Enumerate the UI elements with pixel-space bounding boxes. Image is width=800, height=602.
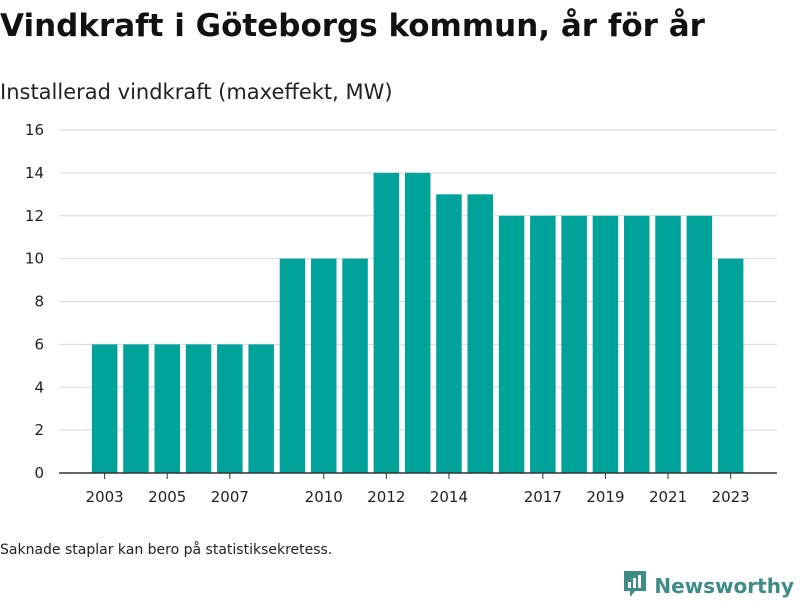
chart-title: Vindkraft i Göteborgs kommun, år för år: [0, 6, 705, 46]
x-tick-label: 2007: [211, 488, 249, 506]
bar-2012: [374, 173, 400, 473]
brand: Newsworthy: [622, 570, 794, 602]
bars: [92, 173, 744, 473]
bar-2015: [468, 194, 494, 473]
y-tick-label: 6: [34, 335, 44, 353]
bar-2003: [92, 344, 118, 473]
x-tick-label: 2017: [524, 488, 562, 506]
bar-2004: [123, 344, 149, 473]
bar-2010: [311, 259, 337, 473]
y-tick-label: 10: [25, 250, 44, 268]
y-tick-label: 14: [25, 164, 44, 182]
bar-2014: [436, 194, 462, 473]
bar-2019: [593, 216, 619, 473]
x-tick-label: 2010: [305, 488, 343, 506]
x-tick-label: 2012: [367, 488, 405, 506]
brand-name: Newsworthy: [654, 573, 794, 599]
x-tick-labels: 2003 2005 2007 2010 2012 2014 2017 2019 2021 2023: [86, 488, 750, 506]
bar-2021: [655, 216, 681, 473]
y-tick-label: 2: [34, 421, 44, 439]
y-tick-label: 4: [34, 378, 44, 396]
x-tick-label: 2023: [712, 488, 750, 506]
x-axis: [59, 473, 777, 479]
bar-2005: [155, 344, 181, 473]
bar-2023: [718, 259, 744, 473]
y-tick-label: 0: [34, 464, 44, 482]
bar-2020: [624, 216, 650, 473]
bar-2017: [530, 216, 556, 473]
bar-2018: [561, 216, 587, 473]
y-tick-label: 12: [25, 207, 44, 225]
newsworthy-logo-icon: [622, 570, 648, 602]
y-tick-label: 8: [34, 293, 44, 311]
bar-2007: [217, 344, 243, 473]
bar-2011: [342, 259, 368, 473]
bar-2006: [186, 344, 212, 473]
x-tick-label: 2019: [586, 488, 624, 506]
x-tick-label: 2003: [86, 488, 124, 506]
x-tick-label: 2005: [148, 488, 186, 506]
bar-2022: [687, 216, 713, 473]
y-tick-label: 16: [25, 121, 44, 139]
x-tick-label: 2014: [430, 488, 468, 506]
chart-subtitle: Installerad vindkraft (maxeffekt, MW): [0, 78, 393, 106]
bar-2008: [248, 344, 274, 473]
y-tick-labels: 0 2 4 6 8 10 12 14 16: [25, 121, 44, 482]
x-tick-label: 2021: [649, 488, 687, 506]
bar-2013: [405, 173, 431, 473]
footnote: Saknade staplar kan bero på statistiksek…: [0, 541, 332, 559]
bar-2009: [280, 259, 306, 473]
bar-2016: [499, 216, 525, 473]
